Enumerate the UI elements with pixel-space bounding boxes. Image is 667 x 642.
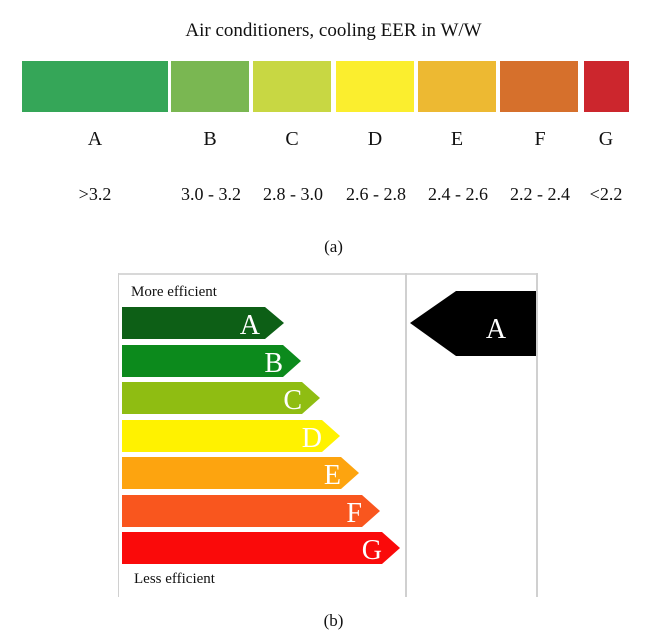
class-letter-e: E bbox=[450, 128, 464, 150]
caption-b: (b) bbox=[323, 611, 344, 630]
class-range-b: 3.0 - 3.2 bbox=[181, 184, 241, 204]
class-letter-f: F bbox=[534, 128, 546, 150]
class-arrow-d: D bbox=[122, 420, 340, 454]
class-arrow-f-letter: F bbox=[346, 498, 362, 529]
class-bar-c bbox=[253, 61, 331, 112]
caption-a: (a) bbox=[324, 237, 343, 256]
class-arrow-e: E bbox=[122, 457, 359, 491]
class-arrow-b-shape bbox=[122, 345, 301, 377]
class-range-c: 2.8 - 3.0 bbox=[263, 184, 323, 204]
label-top-border bbox=[118, 273, 538, 275]
class-arrow-a-letter: A bbox=[240, 310, 261, 341]
label-divider bbox=[405, 273, 407, 597]
class-arrow-c: C bbox=[122, 382, 320, 416]
class-arrow-g-shape bbox=[122, 532, 400, 564]
class-bar-g bbox=[584, 61, 629, 112]
class-arrow-g-letter: G bbox=[362, 535, 382, 566]
class-arrow-d-letter: D bbox=[302, 423, 322, 454]
chart-a-title: Air conditioners, cooling EER in W/W bbox=[185, 20, 482, 41]
class-arrow-f: F bbox=[122, 495, 380, 529]
class-bar-b bbox=[171, 61, 249, 112]
class-letter-c: C bbox=[285, 128, 299, 150]
class-bar-a bbox=[22, 61, 168, 112]
rating-indicator: A bbox=[410, 291, 536, 356]
class-range-g: <2.2 bbox=[589, 184, 623, 204]
class-arrow-d-shape bbox=[122, 420, 340, 452]
class-letter-d: D bbox=[367, 128, 383, 150]
class-bar-f bbox=[500, 61, 578, 112]
class-arrow-a: A bbox=[122, 307, 284, 341]
class-bar-d bbox=[336, 61, 414, 112]
class-arrow-g: G bbox=[122, 532, 400, 566]
class-arrow-f-shape bbox=[122, 495, 380, 527]
class-arrow-a-shape bbox=[122, 307, 284, 339]
rating-letter: A bbox=[486, 314, 507, 345]
label-left-border bbox=[118, 273, 119, 597]
rating-arrow-shape bbox=[410, 291, 536, 356]
class-arrow-e-letter: E bbox=[324, 460, 341, 491]
class-range-d: 2.6 - 2.8 bbox=[346, 184, 406, 204]
less-efficient-label: Less efficient bbox=[134, 571, 215, 587]
class-range-e: 2.4 - 2.6 bbox=[428, 184, 488, 204]
class-letter-a: A bbox=[87, 128, 103, 150]
class-letter-b: B bbox=[203, 128, 217, 150]
label-right-border bbox=[536, 273, 538, 597]
class-arrow-e-shape bbox=[122, 457, 359, 489]
class-arrow-b-letter: B bbox=[264, 348, 283, 379]
class-arrow-c-shape bbox=[122, 382, 320, 414]
class-arrow-b: B bbox=[122, 345, 301, 379]
class-arrow-c-letter: C bbox=[283, 385, 302, 416]
class-bar-e bbox=[418, 61, 496, 112]
more-efficient-label: More efficient bbox=[131, 284, 217, 300]
class-range-a: >3.2 bbox=[78, 184, 112, 204]
class-letter-g: G bbox=[598, 128, 614, 150]
class-range-f: 2.2 - 2.4 bbox=[510, 184, 570, 204]
